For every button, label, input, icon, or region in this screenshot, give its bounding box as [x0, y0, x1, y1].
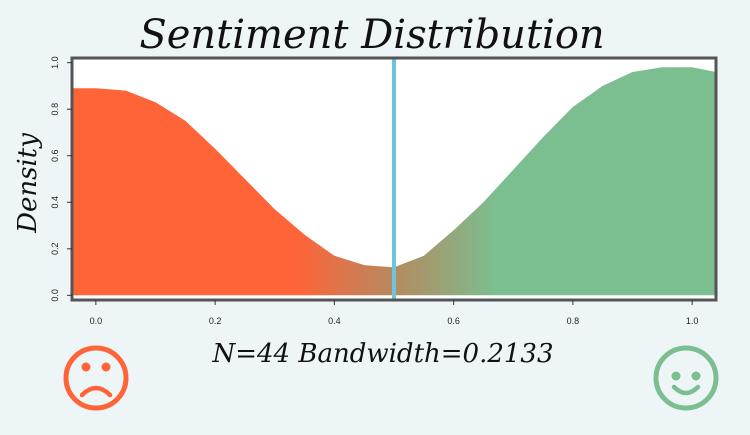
y-tick-label: 0.0 — [50, 289, 60, 302]
happy-face-icon — [653, 345, 719, 411]
x-tick-label: 0.6 — [447, 316, 460, 326]
sample-caption: N=44 Bandwidth=0.2133 — [211, 339, 553, 369]
y-tick-label: 0.6 — [50, 149, 60, 162]
x-tick-label: 0.4 — [328, 316, 341, 326]
y-axis: 0.0 0.2 0.4 0.6 0.8 1.0 — [50, 56, 72, 302]
y-tick-label: 0.8 — [50, 103, 60, 116]
sad-face-icon — [63, 345, 129, 411]
plot-frame — [70, 56, 718, 302]
x-tick-label: 0.0 — [90, 316, 103, 326]
y-tick-label: 0.4 — [50, 196, 60, 209]
y-tick-label: 0.2 — [50, 243, 60, 256]
x-axis: 0.0 0.2 0.4 0.6 0.8 1.0 — [90, 300, 699, 326]
x-tick-label: 0.2 — [209, 316, 222, 326]
x-tick-label: 0.8 — [567, 316, 580, 326]
chart-title: Sentiment Distribution — [139, 12, 604, 58]
x-tick-label: 1.0 — [686, 316, 699, 326]
y-axis-label: Density — [13, 133, 43, 234]
density-area — [72, 67, 716, 296]
y-tick-label: 1.0 — [50, 56, 60, 69]
